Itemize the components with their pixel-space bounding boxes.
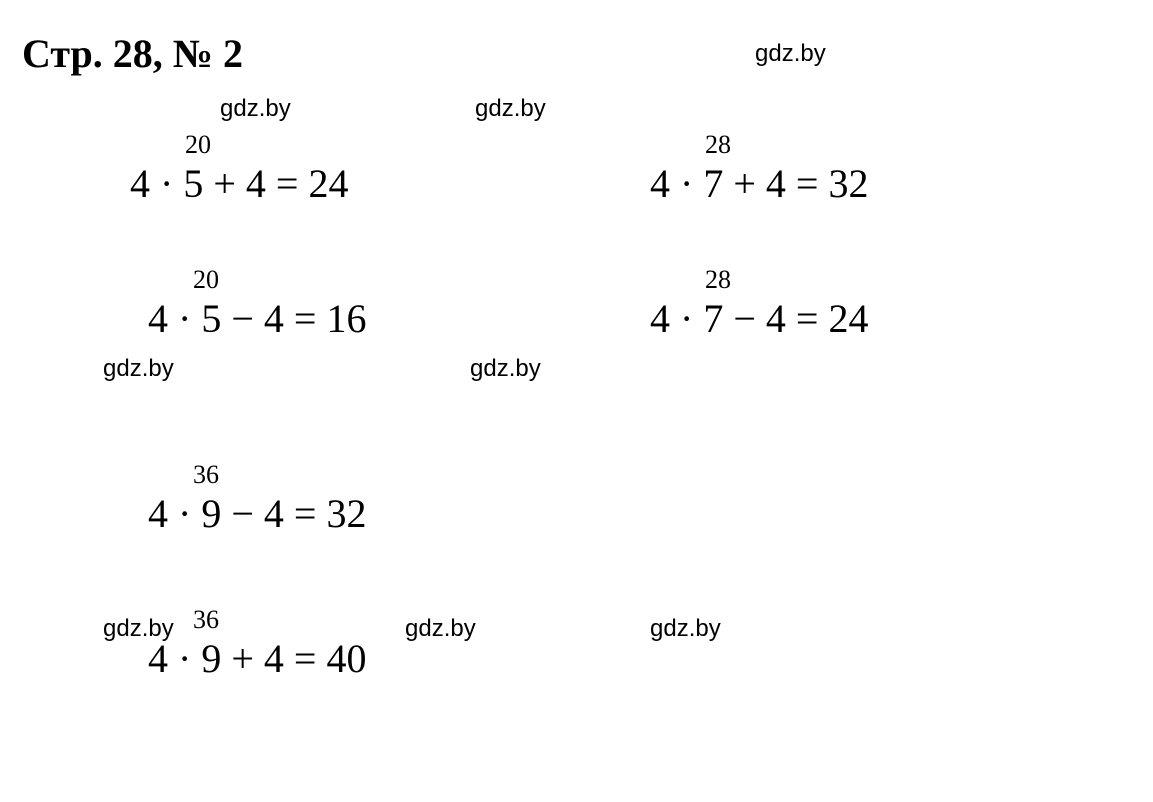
watermark: gdz.by: [220, 95, 291, 123]
intermediate-value: 20: [193, 265, 219, 295]
watermark: gdz.by: [475, 95, 546, 123]
intermediate-value: 36: [193, 605, 219, 635]
watermark: gdz.by: [650, 615, 721, 643]
intermediate-value: 20: [185, 130, 211, 160]
watermark: gdz.by: [755, 40, 826, 68]
equation-expression: 4 · 7 − 4 = 24: [650, 295, 868, 342]
watermark: gdz.by: [103, 355, 174, 383]
equation-expression: 4 · 5 + 4 = 24: [130, 160, 348, 207]
equation-expression: 4 · 7 + 4 = 32: [650, 160, 868, 207]
equation-expression: 4 · 5 − 4 = 16: [148, 295, 366, 342]
intermediate-value: 28: [705, 265, 731, 295]
equation-expression: 4 · 9 + 4 = 40: [148, 635, 366, 682]
equation-expression: 4 · 9 − 4 = 32: [148, 490, 366, 537]
watermark: gdz.by: [470, 355, 541, 383]
page-title: Стр. 28, № 2: [22, 30, 243, 77]
intermediate-value: 36: [193, 460, 219, 490]
intermediate-value: 28: [705, 130, 731, 160]
watermark: gdz.by: [405, 615, 476, 643]
